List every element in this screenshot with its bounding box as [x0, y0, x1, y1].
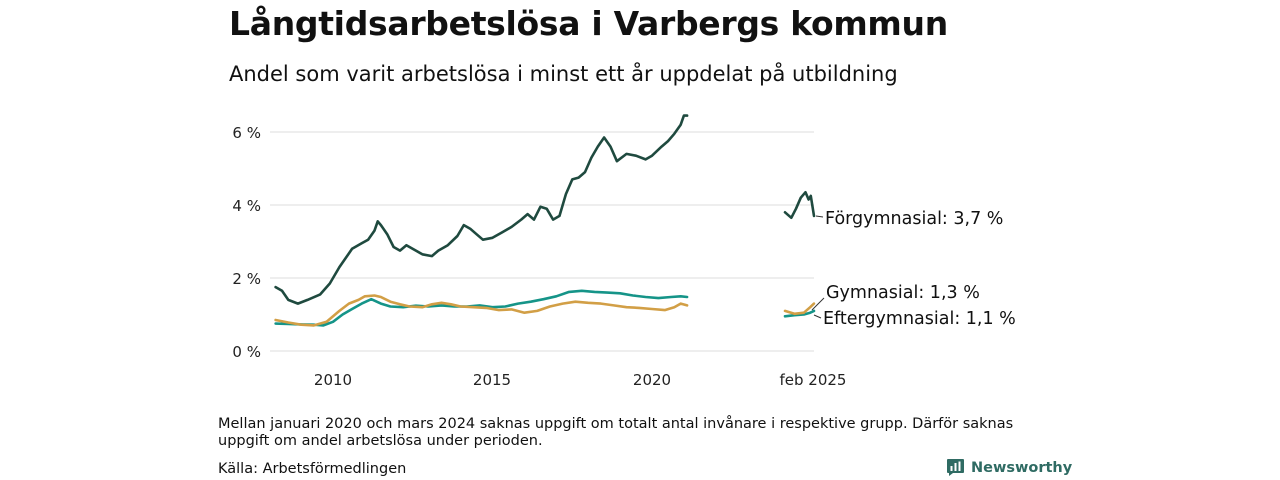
x-tick-label: 2020 — [633, 371, 671, 389]
bar-chart-speech-bubble-icon — [947, 459, 964, 476]
end-label-förgymnasial: Förgymnasial: 3,7 % — [825, 209, 1003, 229]
series-line-gymnasial — [783, 302, 816, 316]
end-label-eftergymnasial: Eftergymnasial: 1,1 % — [823, 309, 1016, 329]
page-title: Långtidsarbetslösa i Varbergs kommun — [229, 4, 948, 43]
footnote: Mellan januari 2020 och mars 2024 saknas… — [218, 416, 1014, 449]
x-tick-label: 2015 — [473, 371, 511, 389]
y-tick-label: 0 % — [232, 343, 261, 361]
y-tick-label: 2 % — [232, 270, 261, 288]
series-line-gymnasial — [274, 294, 689, 327]
label-leader-line — [813, 314, 822, 319]
series-line-förgymnasial — [274, 114, 689, 305]
y-tick-label: 4 % — [232, 197, 261, 215]
series-line-förgymnasial — [783, 190, 816, 220]
page-subtitle: Andel som varit arbetslösa i minst ett å… — [229, 62, 898, 86]
label-leader-line — [815, 215, 824, 218]
x-tick-label: feb 2025 — [780, 371, 847, 389]
line-chart: 0 % 2 % 4 % 6 % 2010 2015 2020 feb 2025 Förgymna… — [232, 114, 1016, 389]
label-leader-line — [811, 297, 825, 311]
series-line-eftergymnasial — [783, 309, 816, 318]
end-label-gymnasial: Gymnasial: 1,3 % — [826, 283, 980, 303]
source-label: Källa: Arbetsförmedlingen — [218, 461, 407, 477]
brand-logo[interactable]: Newsworthy — [946, 458, 1072, 477]
y-tick-label: 6 % — [232, 124, 261, 142]
brand-name: Newsworthy — [971, 459, 1073, 476]
x-tick-label: 2010 — [314, 371, 352, 389]
